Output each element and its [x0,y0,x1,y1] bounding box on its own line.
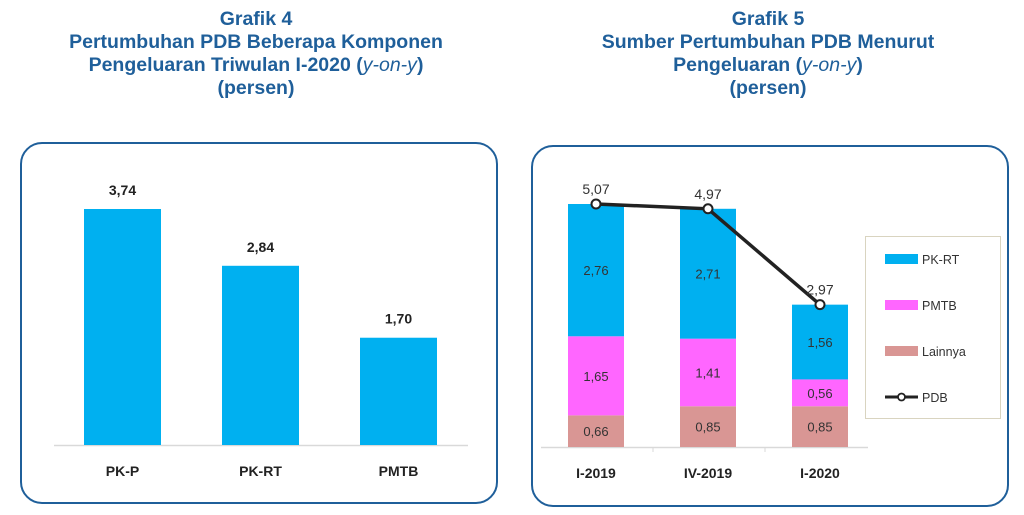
chart5-pdb-point [590,198,602,210]
chart4-bar-pk-rt [222,265,299,445]
chart5-bar-pmtb-i-2020 [792,379,848,407]
chart4-bar-pmtb [360,337,437,445]
chart4-data-label: 3,74 [109,182,136,198]
chart5-segment-label: 2,76 [583,263,608,278]
chart5-bar-pk-rt-i-2020 [792,304,848,380]
chart5-x-tick-label: I-2020 [800,465,840,481]
chart4-title-line1: Grafik 4 [219,8,293,30]
chart5-title-line1: Grafik 5 [731,8,805,30]
chart5-title-italic: y-on-y [802,54,857,76]
chart5-segment-label: 0,66 [583,424,608,439]
chart4-title-line4: (persen) [217,77,295,99]
chart5-segment-label: 0,85 [807,420,832,435]
legend-label-pdb: PDB [922,391,948,405]
legend-label-pmtb: PMTB [922,299,957,313]
legend-swatch-pmtb [885,300,918,310]
chart5-bar-pmtb-i-2019 [568,336,624,416]
chart5-title-line2: Sumber Pertumbuhan PDB Menurut [601,31,935,53]
chart5-title-line4: (persen) [729,77,807,99]
legend-pdb-marker-icon [897,392,906,402]
chart5-bar-lainnya-i-2020 [792,406,848,447]
chart4-title-line3: Pengeluaran Triwulan I-2020 (y-on-y) [88,54,424,76]
legend-label-pk-rt: PK-RT [922,253,960,267]
chart5-pdb-point [702,203,714,215]
chart5-x-tick-label: IV-2019 [684,465,732,481]
chart4-title: Grafik 4 Pertumbuhan PDB Beberapa Kompon… [0,8,512,100]
chart5-segment-label: 1,41 [695,365,720,380]
chart5-pdb-label: 4,97 [694,186,721,202]
chart5-bar-lainnya-iv-2019 [680,406,736,447]
chart4-title-line2: Pertumbuhan PDB Beberapa Komponen [69,31,443,53]
chart4-x-tick-label: PK-P [106,463,139,479]
chart5-title: Grafik 5 Sumber Pertumbuhan PDB Menurut … [512,8,1024,100]
chart5-bar-pmtb-iv-2019 [680,338,736,407]
legend-swatch-pk-rt [885,254,918,264]
chart5-bar-pk-rt-i-2019 [568,204,624,337]
legend-label-lainnya: Lainnya [922,345,966,359]
chart5-bar-pk-rt-iv-2019 [680,208,736,339]
chart4-title-line3-text: Pengeluaran Triwulan I-2020 [88,54,357,76]
chart5-pdb-label: 5,07 [582,181,609,197]
chart4-data-label: 2,84 [247,239,274,255]
chart5-segment-label: 0,56 [807,386,832,401]
chart5-segment-label: 0,85 [695,420,720,435]
chart4-x-tick-label: PK-RT [239,463,282,479]
chart5-segment-label: 1,65 [583,369,608,384]
chart4-data-label: 1,70 [385,311,412,327]
chart4-title-italic: y-on-y [362,54,417,76]
chart5-title-line3: Pengeluaran (y-on-y) [673,54,863,76]
chart5-segment-label: 2,71 [695,267,720,282]
chart5-pdb-label: 2,97 [806,282,833,298]
chart5-x-tick-label: I-2019 [576,465,616,481]
chart5-segment-label: 1,56 [807,335,832,350]
chart5-title-line3-text: Pengeluaran [673,54,796,76]
chart4-bar-pk-p [84,209,161,445]
chart5-bar-lainnya-i-2019 [568,415,624,447]
legend-swatch-lainnya [885,346,918,356]
chart4-x-tick-label: PMTB [379,463,419,479]
chart5-legend [865,236,1001,419]
chart5-pdb-point [814,299,826,311]
